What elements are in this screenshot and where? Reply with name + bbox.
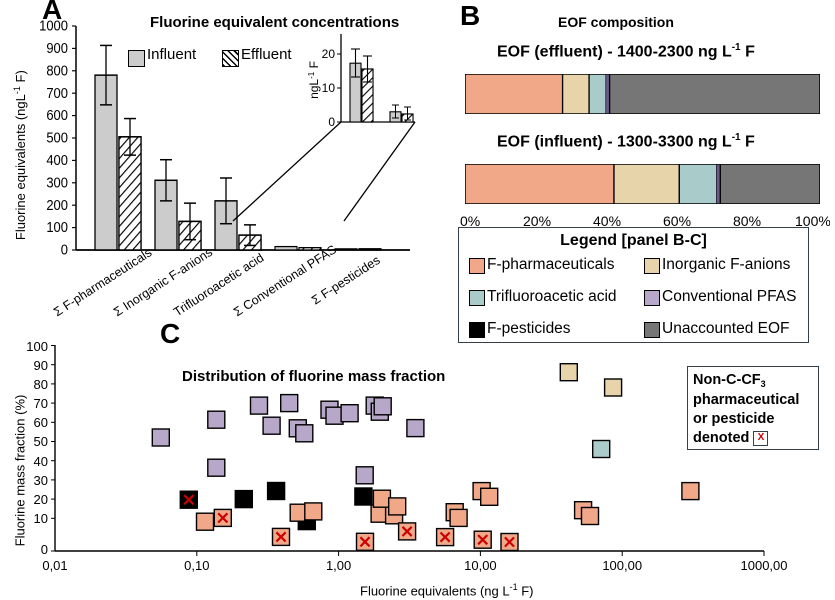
svg-text:20: 20 [322, 47, 336, 61]
svg-text:0,10: 0,10 [184, 558, 209, 573]
svg-text:100: 100 [26, 340, 48, 354]
svg-text:0: 0 [328, 115, 335, 129]
svg-text:90: 90 [34, 358, 48, 373]
svg-text:70: 70 [34, 396, 48, 411]
svg-text:100,00: 100,00 [602, 558, 642, 573]
svg-text:600: 600 [46, 106, 68, 123]
svg-text:0,01: 0,01 [42, 558, 67, 573]
svg-text:800: 800 [46, 62, 68, 79]
svg-text:ngL-1 F: ngL-1 F [307, 61, 322, 99]
svg-text:10,00: 10,00 [464, 558, 497, 573]
svg-text:80: 80 [34, 377, 48, 392]
svg-text:60: 60 [34, 415, 48, 430]
svg-text:0: 0 [61, 241, 68, 258]
svg-text:50: 50 [34, 434, 48, 449]
svg-text:40: 40 [34, 454, 48, 469]
svg-text:20: 20 [34, 492, 48, 507]
svg-text:1000,00: 1000,00 [741, 558, 788, 573]
svg-text:300: 300 [46, 174, 68, 191]
svg-text:200: 200 [46, 196, 68, 213]
svg-text:0: 0 [41, 542, 48, 557]
svg-text:30: 30 [34, 473, 48, 488]
svg-text:500: 500 [46, 129, 68, 146]
svg-text:10: 10 [322, 81, 336, 95]
svg-text:100: 100 [46, 218, 68, 235]
svg-text:10: 10 [34, 511, 48, 526]
svg-text:400: 400 [46, 151, 68, 168]
svg-text:1,00: 1,00 [326, 558, 351, 573]
svg-text:1000: 1000 [39, 17, 68, 34]
svg-text:700: 700 [46, 84, 68, 101]
svg-text:900: 900 [46, 39, 68, 56]
